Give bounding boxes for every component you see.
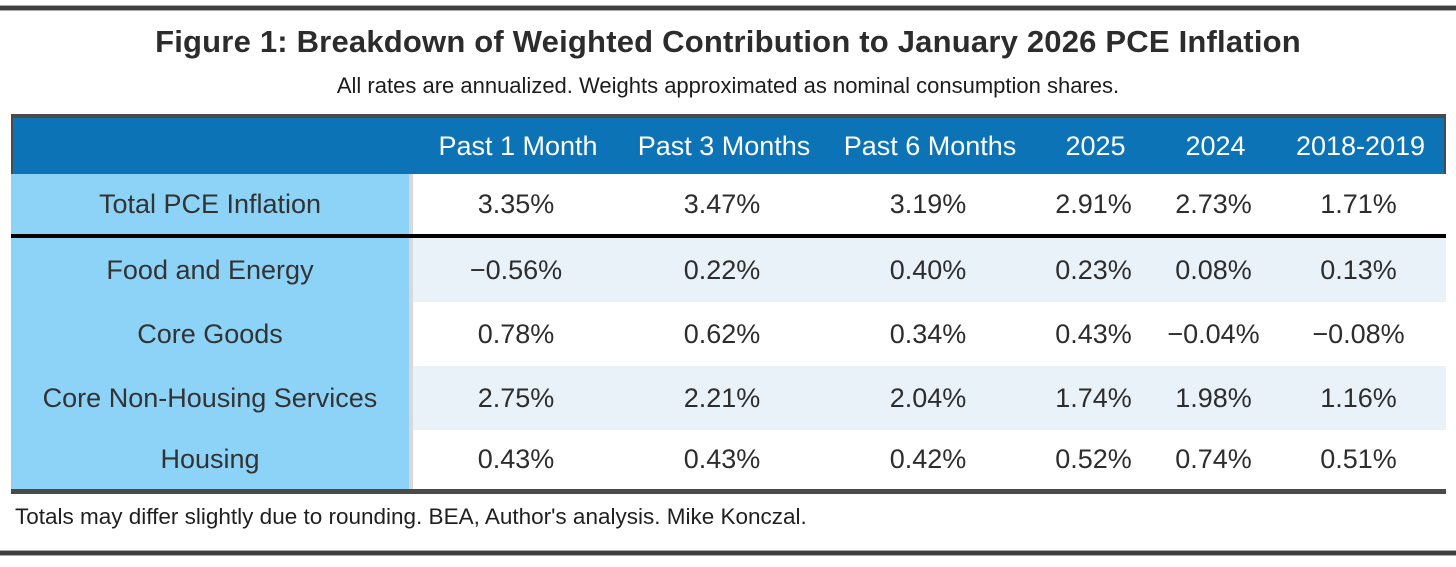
value-cell: 1.74% — [1031, 366, 1156, 430]
value-cell: 0.78% — [413, 302, 619, 366]
header-cell-past-1-month: Past 1 Month — [438, 130, 598, 161]
row-label: Total PCE Inflation — [11, 174, 413, 234]
value-cell: 0.52% — [1031, 430, 1156, 489]
value-cell: 0.42% — [825, 430, 1031, 489]
value-cell: 2.21% — [619, 366, 825, 430]
value-cell: 2.04% — [825, 366, 1031, 430]
value-cell: 3.35% — [413, 174, 619, 234]
header-cell-past-3-months: Past 3 Months — [637, 130, 811, 161]
value-cell: 0.40% — [825, 238, 1031, 302]
value-cell: 0.51% — [1271, 430, 1446, 489]
value-cell: 0.43% — [1031, 302, 1156, 366]
bottom-rule — [0, 550, 1456, 556]
value-cell: 0.43% — [413, 430, 619, 489]
value-cell: 1.71% — [1271, 174, 1446, 234]
header-cell-2018-2019: 2018-2019 — [1295, 130, 1426, 161]
table-header-row: Past 1 Month Past 3 Months Past 6 Months… — [11, 114, 1446, 174]
header-cell-2025: 2025 — [1065, 130, 1126, 161]
table-row-total-pce: Total PCE Inflation 3.35% 3.47% 3.19% 2.… — [11, 174, 1446, 238]
table-footnote: Totals may differ slightly due to roundi… — [15, 504, 807, 529]
value-cell: 1.98% — [1156, 366, 1271, 430]
value-cell: 0.43% — [619, 430, 825, 489]
top-rule — [0, 5, 1456, 11]
value-cell: 2.91% — [1031, 174, 1156, 234]
value-cell: 0.13% — [1271, 238, 1446, 302]
value-cell: 0.62% — [619, 302, 825, 366]
table-row-core-goods: Core Goods 0.78% 0.62% 0.34% 0.43% −0.04… — [11, 302, 1446, 366]
header-cell-past-6-months: Past 6 Months — [843, 130, 1017, 161]
table-row-food-energy: Food and Energy −0.56% 0.22% 0.40% 0.23%… — [11, 238, 1446, 302]
table-row-housing: Housing 0.43% 0.43% 0.42% 0.52% 0.74% 0.… — [11, 430, 1446, 494]
table-row-core-non-housing-services: Core Non-Housing Services 2.75% 2.21% 2.… — [11, 366, 1446, 430]
value-cell: 0.08% — [1156, 238, 1271, 302]
figure-subtitle: All rates are annualized. Weights approx… — [336, 73, 1120, 98]
value-cell: 2.73% — [1156, 174, 1271, 234]
value-cell: 0.22% — [619, 238, 825, 302]
row-label: Housing — [11, 430, 413, 489]
row-label: Core Non-Housing Services — [11, 366, 413, 430]
row-label: Food and Energy — [11, 238, 413, 302]
figure-title: Figure 1: Breakdown of Weighted Contribu… — [155, 24, 1301, 59]
row-label: Core Goods — [11, 302, 413, 366]
value-cell: 1.16% — [1271, 366, 1446, 430]
header-cell-2024: 2024 — [1185, 130, 1246, 161]
value-cell: 3.47% — [619, 174, 825, 234]
pce-inflation-table: Past 1 Month Past 3 Months Past 6 Months… — [11, 114, 1446, 494]
value-cell: 0.74% — [1156, 430, 1271, 489]
value-cell: 0.23% — [1031, 238, 1156, 302]
value-cell: −0.08% — [1271, 302, 1446, 366]
value-cell: 0.34% — [825, 302, 1031, 366]
value-cell: −0.04% — [1156, 302, 1271, 366]
value-cell: 3.19% — [825, 174, 1031, 234]
value-cell: −0.56% — [413, 238, 619, 302]
value-cell: 2.75% — [413, 366, 619, 430]
